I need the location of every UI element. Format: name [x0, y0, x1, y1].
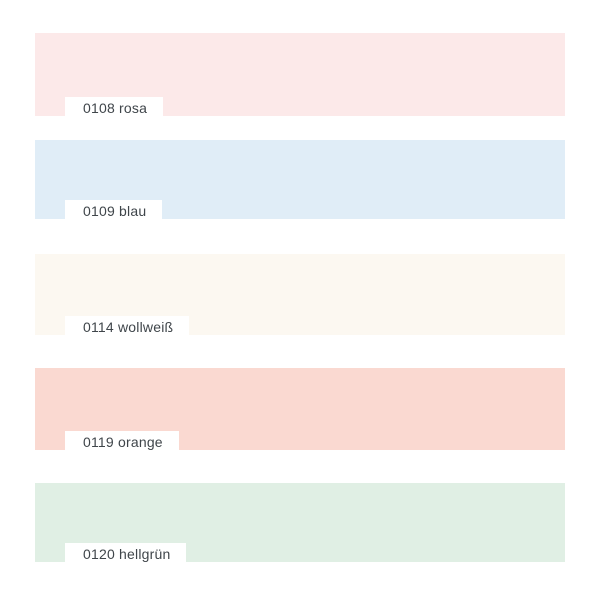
color-swatch-wollweiss[interactable]: 0114 wollweiß: [35, 254, 565, 339]
color-swatch-hellgruen[interactable]: 0120 hellgrün: [35, 483, 565, 566]
color-swatch-label: 0109 blau: [65, 200, 163, 223]
color-swatch-blau[interactable]: 0109 blau: [35, 140, 565, 223]
color-swatch-label: 0114 wollweiß: [65, 316, 190, 339]
color-swatch-label: 0108 rosa: [65, 97, 164, 120]
color-swatch-orange[interactable]: 0119 orange: [35, 368, 565, 454]
color-swatch-rosa[interactable]: 0108 rosa: [35, 33, 565, 120]
color-swatch-label: 0119 orange: [65, 431, 179, 454]
color-swatch-label: 0120 hellgrün: [65, 543, 187, 566]
